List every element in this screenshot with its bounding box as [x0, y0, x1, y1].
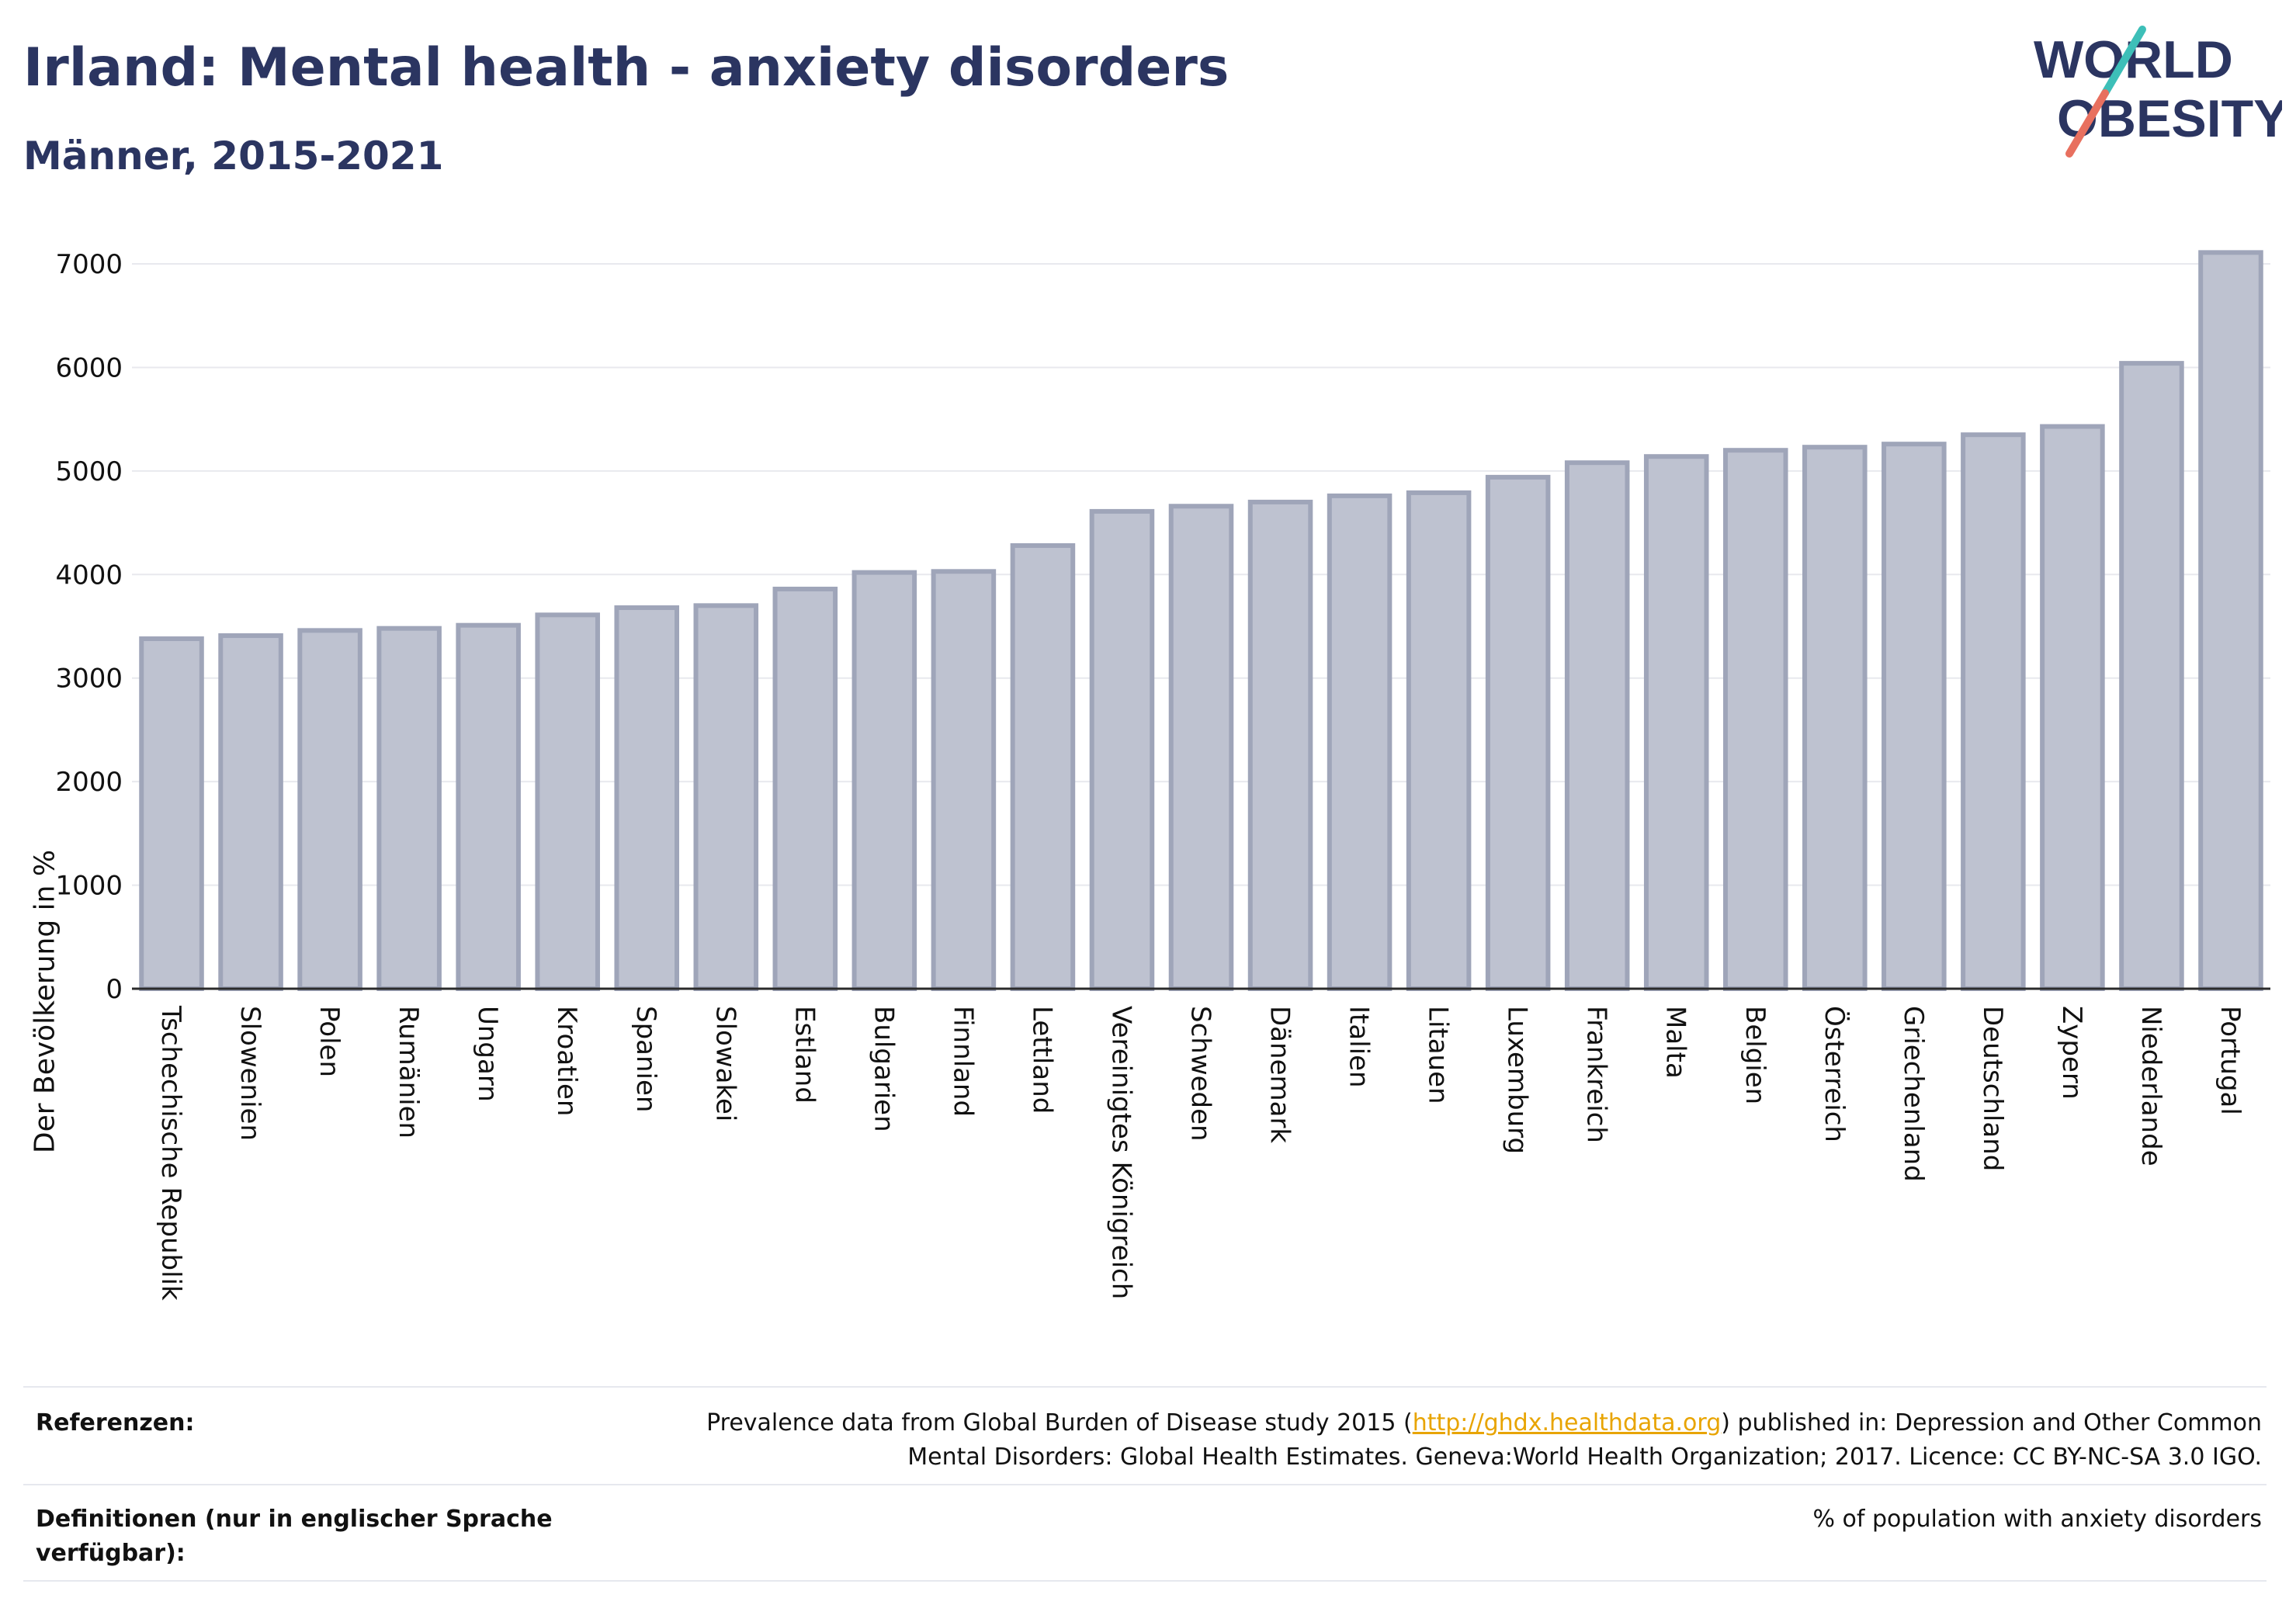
x-tick-label: Bulgarien [868, 1006, 899, 1132]
chart-subtitle: Männer, 2015-2021 [23, 133, 444, 178]
x-tick-label: Estland [789, 1006, 820, 1104]
x-tick-label: Rumänien [393, 1006, 424, 1139]
bars [139, 250, 2263, 992]
y-tick-label: 6000 [55, 352, 123, 383]
bar[interactable] [218, 633, 283, 991]
x-axis-ticks: Tschechische Republik Slowenien Polen Rumän… [155, 1005, 2246, 1301]
y-axis-ticks: 0 1000 2000 3000 4000 5000 6000 7000 [55, 249, 123, 1005]
definitions-text: % of population with anxiety disorders [1812, 1506, 2262, 1533]
x-tick-label: Niederlande [2135, 1006, 2166, 1166]
x-tick-label: Polen [314, 1006, 345, 1077]
x-tick-label: Belgien [1739, 1006, 1771, 1104]
bar[interactable] [1010, 542, 1076, 991]
x-tick-label: Spanien [630, 1006, 661, 1112]
x-tick-label: Dänemark [1264, 1006, 1295, 1143]
references-text-line2: Mental Disorders: Global Health Estimate… [907, 1444, 2262, 1471]
logo-slash-coral [2065, 89, 2109, 158]
bar[interactable] [1089, 508, 1155, 991]
bar[interactable] [772, 586, 838, 991]
bar[interactable] [1882, 442, 1947, 991]
bar[interactable] [851, 570, 917, 991]
y-tick-label: 4000 [55, 560, 123, 591]
y-tick-label: 5000 [55, 456, 123, 487]
references-label: Referenzen: [36, 1409, 195, 1437]
y-tick-label: 2000 [55, 767, 123, 798]
chart-title: Irland: Mental health - anxiety disorder… [23, 37, 1230, 99]
x-tick-label: Tschechische Republik [155, 1005, 186, 1301]
bar-chart: 0 1000 2000 3000 4000 5000 6000 7000 Tschechisc… [55, 249, 2270, 1301]
x-tick-label: Luxemburg [1502, 1006, 1533, 1154]
x-tick-label: Griechenland [1898, 1006, 1929, 1182]
x-tick-label: Vereinigtes Königreich [1105, 1006, 1136, 1299]
bar[interactable] [1247, 499, 1313, 991]
bar[interactable] [1802, 445, 1868, 991]
x-tick-label: Österreich [1819, 1006, 1850, 1142]
bar[interactable] [2198, 250, 2263, 991]
bar[interactable] [2040, 424, 2105, 991]
bar[interactable] [297, 628, 362, 992]
bar[interactable] [693, 603, 759, 992]
bar[interactable] [1485, 474, 1551, 991]
x-tick-label: Malta [1660, 1006, 1691, 1079]
x-tick-label: Portugal [2214, 1006, 2246, 1115]
bar[interactable] [456, 622, 521, 991]
bar[interactable] [139, 636, 204, 991]
references-text-before: Prevalence data from Global Burden of Di… [706, 1409, 1413, 1437]
bar[interactable] [1327, 493, 1393, 991]
x-tick-label: Slowenien [234, 1006, 265, 1141]
x-tick-label: Finnland [947, 1006, 978, 1117]
footer-divider-bottom [23, 1580, 2267, 1582]
references-text: Prevalence data from Global Burden of Di… [671, 1406, 2262, 1475]
x-tick-label: Litauen [1423, 1006, 1454, 1104]
bar[interactable] [2119, 361, 2184, 992]
x-tick-label: Lettland [1026, 1006, 1057, 1114]
bar[interactable] [1168, 504, 1234, 991]
bar[interactable] [931, 569, 997, 991]
world-obesity-logo: WORLD OBESITY [2034, 26, 2282, 158]
logo-slash-teal [2101, 26, 2146, 97]
y-tick-label: 3000 [55, 664, 123, 695]
bar[interactable] [1961, 432, 2026, 991]
bar[interactable] [376, 626, 442, 991]
footer-divider-middle [23, 1484, 2267, 1485]
bar[interactable] [1722, 448, 1788, 991]
x-tick-label: Deutschland [1977, 1006, 2008, 1171]
y-tick-label: 0 [106, 974, 123, 1005]
x-tick-label: Slowakei [709, 1006, 740, 1121]
x-tick-label: Ungarn [472, 1006, 503, 1102]
bar[interactable] [1643, 454, 1709, 991]
references-text-after: ) published in: Depression and Other Com… [1721, 1409, 2262, 1437]
definitions-label: Definitionen (nur in englischer Sprache … [36, 1506, 553, 1567]
x-tick-label: Schweden [1185, 1006, 1216, 1142]
x-tick-label: Kroatien [551, 1006, 582, 1116]
y-tick-label: 1000 [55, 871, 123, 902]
y-tick-label: 7000 [55, 249, 123, 280]
bar[interactable] [535, 612, 600, 991]
bar[interactable] [1406, 490, 1472, 991]
x-tick-label: Frankreich [1581, 1006, 1612, 1143]
references-link[interactable]: http://ghdx.healthdata.org [1412, 1409, 1722, 1437]
y-axis-label: Der Bevölkerung in % [29, 849, 61, 1154]
x-tick-label: Zypern [2056, 1006, 2087, 1100]
bar[interactable] [614, 605, 680, 991]
footer-divider-top [23, 1386, 2267, 1388]
bar[interactable] [1564, 460, 1630, 991]
x-tick-label: Italien [1344, 1006, 1375, 1088]
